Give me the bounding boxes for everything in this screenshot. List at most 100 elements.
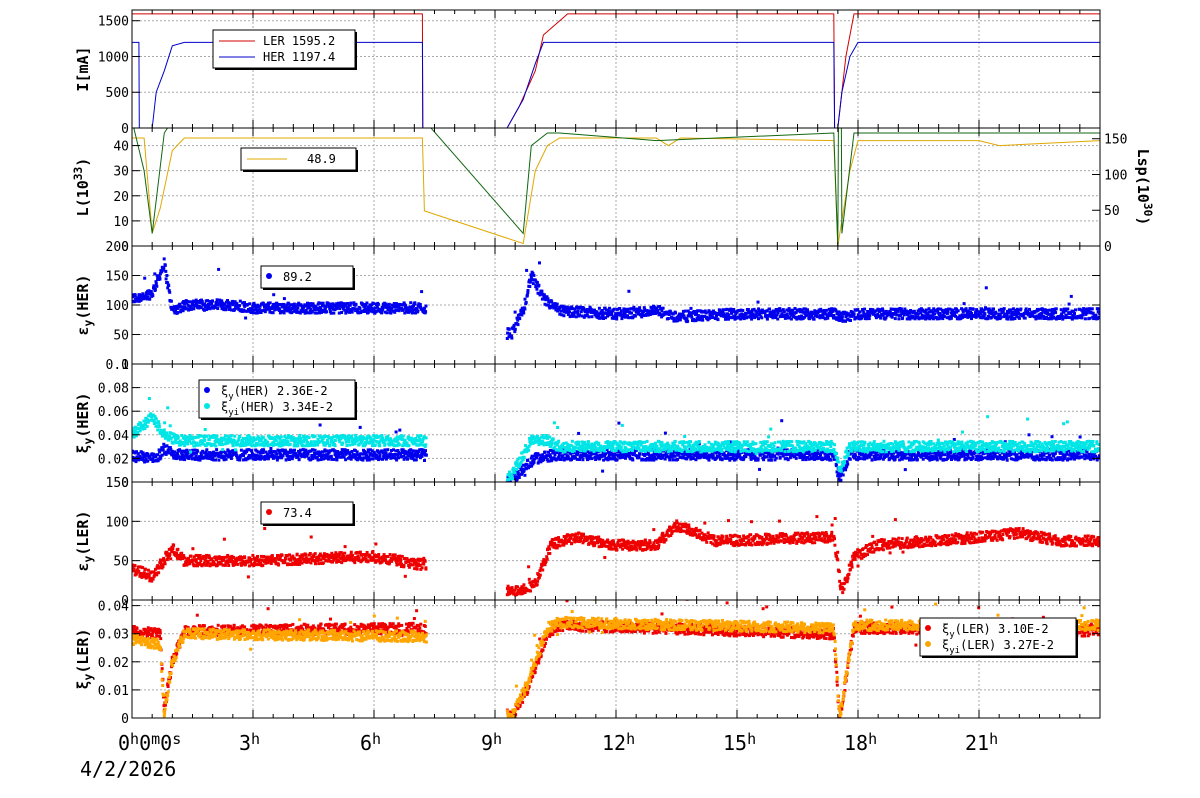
data-point — [296, 441, 300, 445]
data-point — [397, 451, 401, 454]
data-point — [844, 319, 847, 323]
data-point — [282, 297, 286, 301]
data-point — [708, 455, 712, 459]
data-point — [915, 458, 919, 462]
data-point — [298, 441, 302, 445]
data-point — [780, 312, 784, 316]
data-point — [748, 310, 752, 314]
data-point — [1013, 458, 1017, 462]
plot-area — [132, 13, 1100, 128]
data-point — [345, 444, 349, 447]
data-point — [227, 303, 231, 307]
data-point — [255, 457, 259, 461]
data-point — [711, 315, 715, 319]
data-point — [406, 454, 410, 458]
data-point — [901, 316, 905, 320]
data-point — [542, 293, 546, 297]
data-point — [159, 456, 163, 460]
data-point — [691, 457, 695, 460]
data-point — [985, 307, 989, 311]
data-point — [647, 309, 651, 313]
data-point — [243, 437, 247, 441]
data-point — [423, 306, 427, 310]
data-point — [722, 451, 726, 455]
data-point — [656, 309, 660, 312]
data-point — [1057, 458, 1061, 461]
data-point — [413, 452, 417, 456]
data-point — [623, 312, 627, 316]
data-point — [943, 453, 947, 457]
data-point — [412, 304, 415, 308]
data-point — [287, 308, 291, 312]
data-point — [309, 307, 313, 311]
data-point — [1098, 312, 1100, 316]
data-point — [353, 437, 357, 441]
data-point — [908, 317, 912, 321]
data-point — [356, 309, 360, 313]
data-point — [383, 301, 387, 305]
data-point — [616, 307, 619, 311]
data-point — [332, 457, 336, 461]
data-point — [758, 453, 762, 457]
data-point — [423, 451, 427, 455]
data-point — [946, 309, 950, 313]
data-point — [932, 457, 936, 461]
data-point — [296, 455, 300, 459]
data-point — [694, 319, 698, 323]
data-point — [190, 457, 194, 461]
data-point — [188, 434, 192, 437]
data-point — [915, 455, 919, 459]
data-point — [219, 301, 223, 305]
data-point — [158, 454, 162, 458]
data-point — [956, 309, 960, 313]
data-point — [693, 454, 697, 458]
data-point — [839, 478, 843, 482]
data-point — [196, 300, 200, 304]
data-point — [152, 459, 156, 463]
data-point — [689, 314, 693, 317]
data-point — [260, 456, 264, 460]
data-point — [1056, 456, 1060, 460]
y-tick-label: 150 — [106, 270, 129, 285]
data-point — [351, 307, 355, 310]
data-point — [554, 305, 558, 309]
data-point — [180, 305, 184, 309]
data-point — [650, 307, 654, 311]
data-point — [225, 300, 228, 304]
data-point — [290, 457, 294, 461]
data-point — [701, 318, 705, 322]
data-point — [910, 316, 913, 320]
data-point — [257, 450, 260, 454]
data-point — [565, 457, 569, 461]
data-point — [344, 435, 348, 439]
data-point — [846, 462, 850, 466]
data-point — [145, 297, 149, 301]
data-point — [306, 452, 310, 456]
data-point — [188, 437, 191, 441]
data-point — [1068, 316, 1072, 320]
legend: 48.9 — [240, 147, 358, 172]
data-point — [316, 443, 319, 447]
data-point — [271, 436, 274, 440]
data-point — [266, 457, 270, 461]
data-point — [175, 304, 179, 308]
data-point — [1091, 311, 1095, 315]
data-point — [244, 316, 248, 320]
data-point — [216, 438, 220, 442]
data-point — [344, 458, 348, 462]
data-point — [801, 458, 805, 462]
data-point — [192, 441, 196, 445]
data-point — [893, 455, 897, 459]
data-point — [932, 307, 936, 311]
data-point — [193, 444, 196, 448]
data-point — [313, 448, 317, 452]
data-point — [156, 459, 160, 463]
data-point — [787, 307, 791, 311]
data-point — [592, 452, 596, 456]
data-point — [135, 426, 139, 430]
data-point — [705, 316, 709, 320]
data-point — [411, 449, 415, 453]
data-point — [579, 310, 583, 314]
data-point — [217, 458, 221, 462]
